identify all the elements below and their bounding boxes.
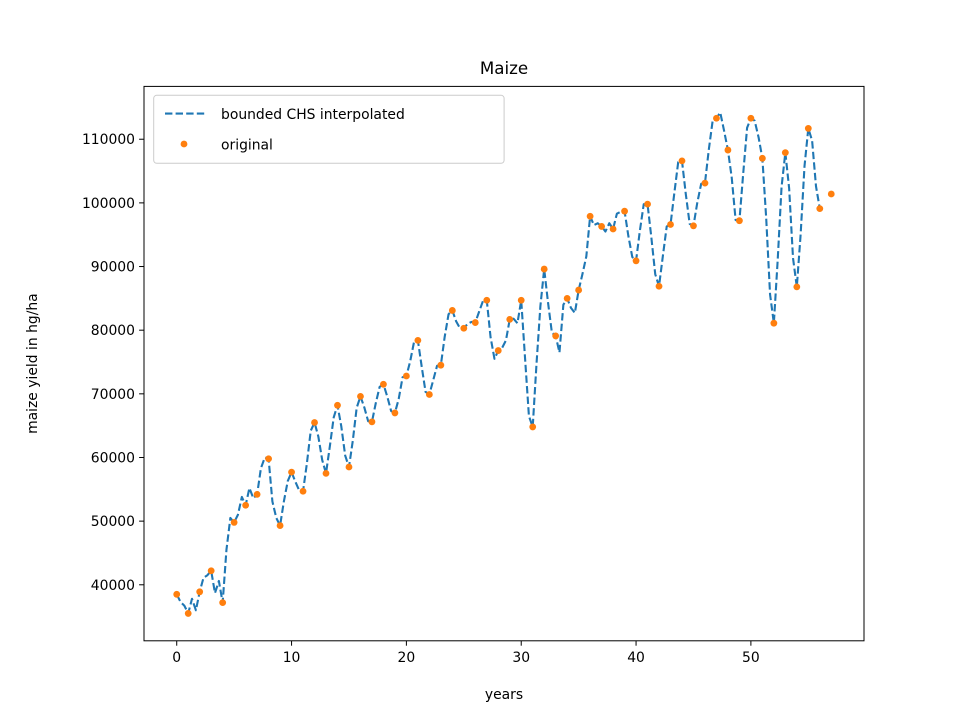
original-data-point <box>276 522 284 529</box>
original-data-point <box>207 567 215 575</box>
original-data-point <box>644 200 651 208</box>
y-tick-label: 50000 <box>91 514 135 530</box>
original-data-point <box>540 265 548 273</box>
original-data-point <box>781 149 789 157</box>
legend-label-original: original <box>221 138 273 154</box>
original-data-point <box>253 491 261 498</box>
original-data-point <box>311 419 318 426</box>
x-tick-label: 40 <box>627 650 645 666</box>
x-tick-label: 10 <box>283 650 301 666</box>
y-tick-label: 60000 <box>91 450 135 466</box>
original-data-point <box>471 319 479 326</box>
original-data-point <box>793 283 801 291</box>
original-data-point <box>196 588 204 596</box>
plot-series <box>173 111 835 617</box>
original-data-point <box>667 221 674 228</box>
original-data-point <box>586 212 594 220</box>
original-data-point <box>414 336 422 344</box>
legend: bounded CHS interpolated original <box>153 94 505 164</box>
y-tick-label: 90000 <box>91 260 135 276</box>
original-data-point <box>460 324 468 332</box>
y-tick-label: 110000 <box>82 132 135 148</box>
original-data-point <box>437 361 445 369</box>
original-data-point <box>655 282 663 290</box>
original-data-point <box>632 257 640 265</box>
original-data-point <box>506 315 514 323</box>
original-data-point <box>345 463 353 471</box>
legend-box <box>153 94 505 164</box>
original-data-point <box>173 590 181 598</box>
original-data-point <box>563 294 571 302</box>
original-data-point <box>184 610 192 617</box>
original-data-point <box>368 418 376 426</box>
original-data-point <box>425 391 433 398</box>
original-data-point <box>678 157 686 165</box>
y-tick-label: 80000 <box>91 323 135 339</box>
y-tick-label: 100000 <box>82 196 135 212</box>
x-axis-label: years <box>485 687 523 703</box>
original-data-point <box>334 401 341 409</box>
original-data-point <box>758 154 766 162</box>
original-data-point <box>552 332 560 340</box>
original-data-point <box>747 114 755 122</box>
original-data-point <box>529 423 537 431</box>
original-data-point <box>701 179 709 187</box>
original-data-point <box>598 223 606 230</box>
original-data-point <box>448 307 456 314</box>
original-data-point <box>299 487 307 495</box>
original-data-point <box>621 207 628 215</box>
original-data-point <box>517 296 525 304</box>
y-axis-label: maize yield in hg/ha <box>25 293 41 434</box>
original-data-point <box>380 380 387 388</box>
original-data-point <box>391 409 399 417</box>
original-data-point <box>575 286 583 294</box>
x-tick-label: 50 <box>742 650 760 666</box>
original-data-point <box>357 392 364 400</box>
original-data-point <box>736 217 743 225</box>
original-data-point <box>770 319 778 327</box>
original-data-point <box>402 372 410 380</box>
original-data-point <box>713 114 720 122</box>
original-data-point <box>690 222 697 230</box>
y-tick-label: 40000 <box>91 578 135 594</box>
x-tick-label: 20 <box>398 650 416 666</box>
x-tick-label: 0 <box>172 650 181 666</box>
original-data-point <box>288 468 295 476</box>
original-data-point <box>242 501 250 509</box>
original-data-point <box>816 205 824 213</box>
original-data-point <box>483 296 491 304</box>
original-data-point <box>230 519 238 526</box>
chart-title: Maize <box>480 58 528 78</box>
original-data-point <box>265 455 272 463</box>
x-tick-label: 30 <box>512 650 530 666</box>
original-data-point <box>804 125 812 132</box>
original-data-point <box>219 599 227 607</box>
original-data-point <box>827 190 835 198</box>
original-data-point <box>322 470 330 477</box>
legend-label-interpolated: bounded CHS interpolated <box>221 107 405 123</box>
legend-point-swatch <box>180 140 188 148</box>
y-tick-label: 70000 <box>91 387 135 403</box>
original-data-point <box>609 225 617 233</box>
axis-ticks: 0 10 20 30 40 50 40000 50000 60000 70000 80000 9000… <box>82 132 760 666</box>
original-data-point <box>724 146 732 154</box>
original-data-point <box>494 347 502 354</box>
plot-frame <box>143 85 865 642</box>
